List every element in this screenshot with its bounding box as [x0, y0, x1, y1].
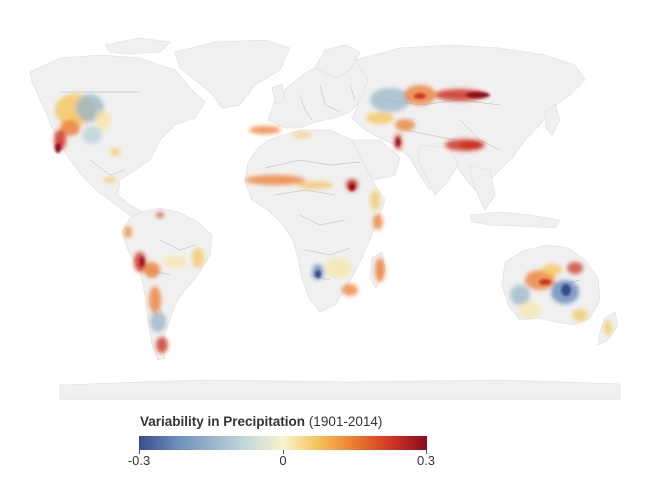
world-map-svg [29, 37, 621, 400]
greenland [174, 39, 291, 109]
japan [544, 104, 561, 136]
world-map [29, 37, 621, 400]
arctic-islands [104, 37, 171, 55]
legend-min-label: -0.3 [127, 453, 151, 468]
southeast-asia [469, 164, 496, 211]
precipitation-accents [55, 92, 571, 296]
legend-max-label: 0.3 [416, 453, 436, 468]
british-isles [271, 83, 286, 105]
legend-mid-label: 0 [279, 453, 287, 468]
legend-title-text: Variability in Precipitation [140, 414, 306, 429]
legend-years: (1901-2014) [308, 414, 383, 429]
scandinavia [314, 44, 361, 79]
legend-title: Variability in Precipitation (1901-2014) [140, 414, 440, 429]
indonesia [469, 211, 561, 229]
legend: Variability in Precipitation (1901-2014)… [0, 408, 650, 483]
antarctica [59, 379, 621, 400]
indian-subcontinent [417, 144, 459, 196]
legend-tick-min [139, 450, 140, 454]
legend-tick-mid [283, 450, 284, 454]
legend-color-bar [139, 436, 427, 450]
legend-tick-max [426, 450, 427, 454]
landmass-layer [29, 37, 621, 400]
south-america [121, 207, 213, 361]
